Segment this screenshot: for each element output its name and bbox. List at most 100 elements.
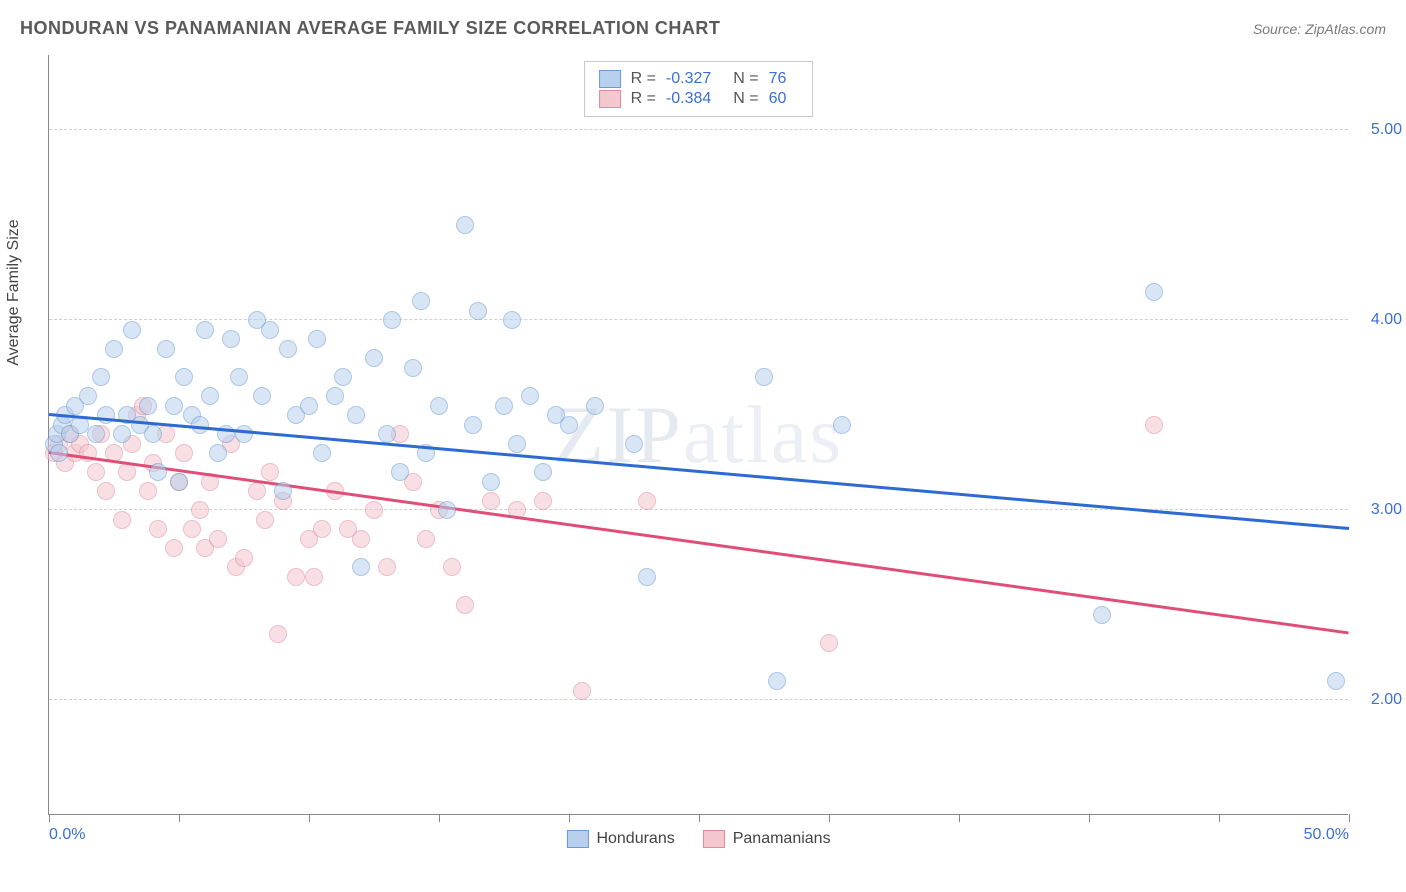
source-attribution: Source: ZipAtlas.com <box>1253 21 1386 37</box>
legend-label: Panamanians <box>733 830 831 848</box>
swatch-panamanians <box>703 830 725 848</box>
data-point-hondurans <box>560 416 578 434</box>
data-point-panamanians <box>149 520 167 538</box>
data-point-hondurans <box>201 387 219 405</box>
data-point-panamanians <box>209 530 227 548</box>
data-point-panamanians <box>820 634 838 652</box>
gridline <box>49 129 1348 130</box>
y-axis-title: Average Family Size <box>5 219 23 365</box>
legend-item-panamanians: Panamanians <box>703 830 831 848</box>
data-point-hondurans <box>97 406 115 424</box>
data-point-panamanians <box>638 492 656 510</box>
data-point-hondurans <box>313 444 331 462</box>
data-point-panamanians <box>256 511 274 529</box>
x-tick <box>829 814 830 822</box>
data-point-hondurans <box>92 368 110 386</box>
data-point-hondurans <box>79 387 97 405</box>
data-point-panamanians <box>443 558 461 576</box>
data-point-hondurans <box>274 482 292 500</box>
data-point-hondurans <box>170 473 188 491</box>
data-point-panamanians <box>175 444 193 462</box>
data-point-hondurans <box>391 463 409 481</box>
data-point-panamanians <box>365 501 383 519</box>
x-tick <box>179 814 180 822</box>
y-tick-label: 5.00 <box>1371 121 1402 139</box>
x-tick <box>1349 814 1350 822</box>
data-point-hondurans <box>347 406 365 424</box>
y-tick-label: 4.00 <box>1371 311 1402 329</box>
data-point-hondurans <box>209 444 227 462</box>
data-point-hondurans <box>157 340 175 358</box>
y-tick-label: 3.00 <box>1371 501 1402 519</box>
data-point-hondurans <box>230 368 248 386</box>
r-value-hondurans: -0.327 <box>666 70 711 88</box>
y-tick-label: 2.00 <box>1371 691 1402 709</box>
data-point-panamanians <box>417 530 435 548</box>
stats-row-hondurans: R = -0.327 N = 76 <box>599 70 799 88</box>
data-point-panamanians <box>378 558 396 576</box>
data-point-hondurans <box>139 397 157 415</box>
swatch-hondurans <box>599 70 621 88</box>
x-tick <box>699 814 700 822</box>
data-point-hondurans <box>625 435 643 453</box>
x-tick <box>309 814 310 822</box>
data-point-panamanians <box>97 482 115 500</box>
x-tick <box>49 814 50 822</box>
data-point-hondurans <box>383 311 401 329</box>
data-point-hondurans <box>482 473 500 491</box>
data-point-hondurans <box>235 425 253 443</box>
data-point-panamanians <box>261 463 279 481</box>
data-point-hondurans <box>1145 283 1163 301</box>
data-point-panamanians <box>191 501 209 519</box>
data-point-panamanians <box>456 596 474 614</box>
data-point-hondurans <box>191 416 209 434</box>
data-point-hondurans <box>326 387 344 405</box>
data-point-panamanians <box>118 463 136 481</box>
data-point-hondurans <box>1093 606 1111 624</box>
data-point-hondurans <box>123 321 141 339</box>
data-point-panamanians <box>87 463 105 481</box>
x-tick-label: 50.0% <box>1304 826 1349 844</box>
legend-label: Hondurans <box>596 830 674 848</box>
data-point-hondurans <box>196 321 214 339</box>
data-point-hondurans <box>165 397 183 415</box>
x-tick <box>439 814 440 822</box>
correlation-stats-box: R = -0.327 N = 76 R = -0.384 N = 60 <box>584 61 814 117</box>
series-legend: Hondurans Panamanians <box>566 830 830 848</box>
data-point-panamanians <box>165 539 183 557</box>
data-point-hondurans <box>495 397 513 415</box>
data-point-panamanians <box>1145 416 1163 434</box>
data-point-hondurans <box>113 425 131 443</box>
data-point-panamanians <box>139 482 157 500</box>
data-point-hondurans <box>149 463 167 481</box>
data-point-hondurans <box>404 359 422 377</box>
data-point-panamanians <box>183 520 201 538</box>
data-point-hondurans <box>833 416 851 434</box>
r-label: R = <box>631 90 656 108</box>
gridline <box>49 319 1348 320</box>
data-point-hondurans <box>412 292 430 310</box>
data-point-hondurans <box>456 216 474 234</box>
data-point-hondurans <box>352 558 370 576</box>
legend-item-hondurans: Hondurans <box>566 830 674 848</box>
data-point-hondurans <box>279 340 297 358</box>
data-point-hondurans <box>503 311 521 329</box>
swatch-panamanians <box>599 90 621 108</box>
data-point-panamanians <box>352 530 370 548</box>
data-point-hondurans <box>438 501 456 519</box>
data-point-hondurans <box>534 463 552 481</box>
data-point-hondurans <box>1327 672 1345 690</box>
data-point-hondurans <box>175 368 193 386</box>
data-point-hondurans <box>253 387 271 405</box>
data-point-panamanians <box>482 492 500 510</box>
data-point-hondurans <box>87 425 105 443</box>
data-point-panamanians <box>235 549 253 567</box>
data-point-panamanians <box>287 568 305 586</box>
data-point-hondurans <box>508 435 526 453</box>
data-point-hondurans <box>378 425 396 443</box>
chart-header: HONDURAN VS PANAMANIAN AVERAGE FAMILY SI… <box>20 18 1386 39</box>
data-point-hondurans <box>144 425 162 443</box>
chart-title: HONDURAN VS PANAMANIAN AVERAGE FAMILY SI… <box>20 18 720 39</box>
n-label: N = <box>733 90 758 108</box>
data-point-hondurans <box>469 302 487 320</box>
